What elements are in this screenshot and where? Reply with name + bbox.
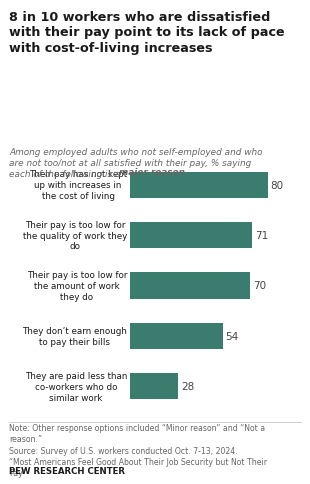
Text: 80: 80 xyxy=(270,181,283,190)
Text: 54: 54 xyxy=(226,331,239,341)
Text: major reason: major reason xyxy=(119,168,185,177)
Text: Among employed adults who not self-employed and who
are not too/not at all satis: Among employed adults who not self-emplo… xyxy=(9,148,263,179)
Text: 71: 71 xyxy=(255,231,268,241)
Text: They are paid less than
co-workers who do
similar work: They are paid less than co-workers who d… xyxy=(25,371,127,402)
Text: PEW RESEARCH CENTER: PEW RESEARCH CENTER xyxy=(9,466,125,475)
Text: 8 in 10 workers who are dissatisfied
with their pay point to its lack of pace
wi: 8 in 10 workers who are dissatisfied wit… xyxy=(9,11,285,55)
Text: 28: 28 xyxy=(181,381,194,392)
Text: Their pay is too low for
the amount of work
they do: Their pay is too low for the amount of w… xyxy=(27,271,127,301)
Text: Note: Other response options included “Minor reason” and “Not a
reason.”
Source:: Note: Other response options included “M… xyxy=(9,424,267,477)
Bar xyxy=(130,273,250,299)
Text: They don’t earn enough
to pay their bills: They don’t earn enough to pay their bill… xyxy=(22,326,127,346)
Bar xyxy=(130,223,252,249)
Bar xyxy=(130,323,223,349)
Text: Their pay has not kept
up with increases in
the cost of living: Their pay has not kept up with increases… xyxy=(29,170,127,200)
Text: 70: 70 xyxy=(253,281,266,291)
Bar xyxy=(130,374,178,400)
Bar xyxy=(130,172,268,198)
Text: Their pay is too low for
the quality of work they
do: Their pay is too low for the quality of … xyxy=(23,220,127,251)
